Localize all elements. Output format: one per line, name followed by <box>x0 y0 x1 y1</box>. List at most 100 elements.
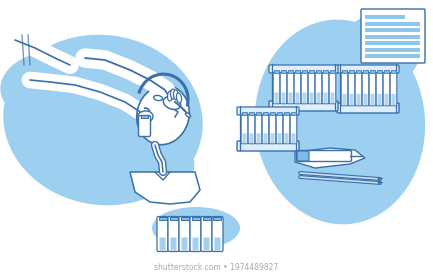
FancyBboxPatch shape <box>237 141 299 151</box>
FancyBboxPatch shape <box>159 237 165 251</box>
FancyBboxPatch shape <box>190 216 201 251</box>
Bar <box>365 22 420 25</box>
Bar <box>365 48 420 52</box>
FancyBboxPatch shape <box>378 94 381 105</box>
FancyBboxPatch shape <box>283 114 290 144</box>
Ellipse shape <box>137 85 189 145</box>
FancyBboxPatch shape <box>214 237 220 251</box>
Bar <box>365 28 420 32</box>
FancyBboxPatch shape <box>157 216 168 251</box>
Bar <box>277 112 282 115</box>
FancyBboxPatch shape <box>303 92 307 103</box>
FancyBboxPatch shape <box>280 72 287 104</box>
FancyBboxPatch shape <box>281 92 285 103</box>
FancyBboxPatch shape <box>361 9 425 63</box>
FancyBboxPatch shape <box>301 72 308 104</box>
Bar <box>365 54 420 58</box>
FancyBboxPatch shape <box>241 114 248 144</box>
FancyBboxPatch shape <box>171 237 177 251</box>
Bar <box>274 70 279 73</box>
FancyBboxPatch shape <box>262 114 269 144</box>
Bar <box>281 70 286 73</box>
FancyBboxPatch shape <box>264 133 268 143</box>
Bar <box>377 70 382 73</box>
FancyBboxPatch shape <box>362 72 369 106</box>
Bar <box>191 217 200 220</box>
FancyBboxPatch shape <box>363 94 368 105</box>
FancyBboxPatch shape <box>337 103 399 113</box>
FancyBboxPatch shape <box>348 72 355 106</box>
Bar <box>203 217 210 220</box>
FancyBboxPatch shape <box>288 92 293 103</box>
FancyBboxPatch shape <box>139 116 151 137</box>
FancyBboxPatch shape <box>322 72 329 104</box>
FancyBboxPatch shape <box>290 114 297 144</box>
FancyBboxPatch shape <box>329 72 336 104</box>
Bar <box>370 70 375 73</box>
Bar <box>295 70 300 73</box>
FancyBboxPatch shape <box>275 92 278 103</box>
Bar <box>263 112 268 115</box>
Ellipse shape <box>174 90 178 100</box>
Bar <box>365 34 420 39</box>
Ellipse shape <box>3 35 203 205</box>
Ellipse shape <box>116 129 194 191</box>
Ellipse shape <box>176 93 181 103</box>
FancyBboxPatch shape <box>201 216 212 251</box>
Bar <box>302 70 307 73</box>
Bar <box>291 112 296 115</box>
FancyBboxPatch shape <box>269 114 276 144</box>
FancyBboxPatch shape <box>371 94 375 105</box>
Bar <box>181 217 188 220</box>
FancyBboxPatch shape <box>256 133 261 143</box>
Bar <box>256 112 261 115</box>
Bar <box>169 217 178 220</box>
FancyBboxPatch shape <box>248 114 255 144</box>
FancyBboxPatch shape <box>181 237 187 251</box>
FancyBboxPatch shape <box>385 94 388 105</box>
FancyBboxPatch shape <box>369 72 376 106</box>
FancyBboxPatch shape <box>271 133 275 143</box>
Polygon shape <box>378 177 383 180</box>
FancyBboxPatch shape <box>330 92 335 103</box>
Ellipse shape <box>168 91 172 101</box>
Bar <box>384 70 389 73</box>
FancyBboxPatch shape <box>255 114 262 144</box>
FancyBboxPatch shape <box>390 72 397 106</box>
Bar <box>284 112 289 115</box>
Bar <box>270 112 275 115</box>
Bar <box>342 70 347 73</box>
FancyBboxPatch shape <box>273 72 280 104</box>
FancyBboxPatch shape <box>291 133 295 143</box>
FancyBboxPatch shape <box>308 72 315 104</box>
FancyBboxPatch shape <box>383 72 390 106</box>
FancyBboxPatch shape <box>355 72 362 106</box>
Ellipse shape <box>152 207 240 249</box>
FancyBboxPatch shape <box>237 107 299 115</box>
Bar <box>330 70 335 73</box>
Bar <box>349 70 354 73</box>
Ellipse shape <box>185 113 191 117</box>
Polygon shape <box>130 172 200 204</box>
Ellipse shape <box>137 111 153 123</box>
Bar <box>141 115 148 118</box>
FancyBboxPatch shape <box>310 92 313 103</box>
FancyBboxPatch shape <box>323 92 327 103</box>
FancyBboxPatch shape <box>337 65 399 73</box>
FancyBboxPatch shape <box>278 133 281 143</box>
FancyBboxPatch shape <box>212 216 223 251</box>
Bar <box>213 217 222 220</box>
FancyBboxPatch shape <box>376 72 383 106</box>
Text: shutterstock.com • 1974489827: shutterstock.com • 1974489827 <box>154 263 278 272</box>
FancyBboxPatch shape <box>297 151 352 162</box>
Ellipse shape <box>340 15 420 85</box>
FancyBboxPatch shape <box>356 94 361 105</box>
FancyBboxPatch shape <box>317 92 320 103</box>
Ellipse shape <box>0 52 90 118</box>
Bar <box>391 70 396 73</box>
Bar <box>365 15 405 19</box>
FancyBboxPatch shape <box>391 94 395 105</box>
Polygon shape <box>378 181 383 184</box>
FancyBboxPatch shape <box>269 101 338 111</box>
FancyBboxPatch shape <box>349 94 353 105</box>
